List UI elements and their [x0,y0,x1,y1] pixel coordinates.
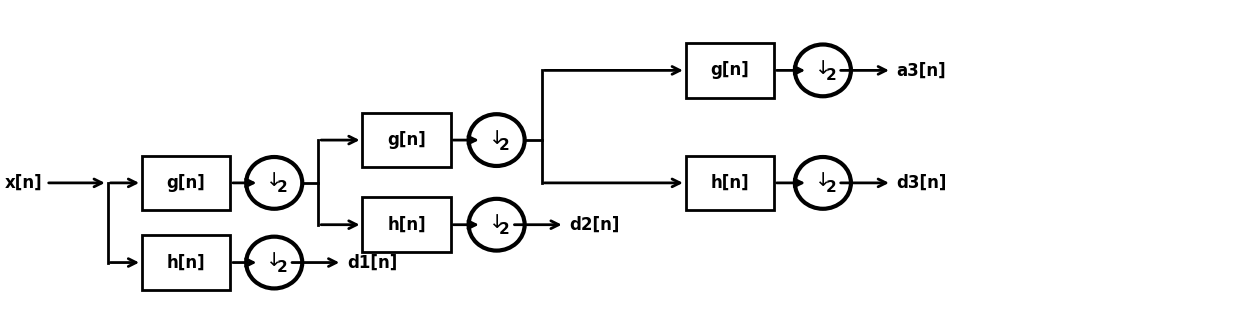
Text: 2: 2 [498,138,510,152]
Text: h[n]: h[n] [711,174,749,192]
Ellipse shape [469,199,525,251]
Text: 2: 2 [277,180,288,195]
Ellipse shape [247,157,303,209]
Text: 2: 2 [498,222,510,237]
Text: $\downarrow$: $\downarrow$ [262,171,280,191]
Text: $\downarrow$: $\downarrow$ [262,251,280,270]
Text: a3[n]: a3[n] [897,61,946,79]
Text: x[n]: x[n] [5,174,42,192]
Bar [686,156,774,210]
Ellipse shape [795,44,851,96]
Bar [141,235,231,290]
Text: h[n]: h[n] [166,254,206,272]
Bar [362,197,450,252]
Text: g[n]: g[n] [711,61,749,79]
Text: $\downarrow$: $\downarrow$ [485,213,502,232]
Ellipse shape [469,114,525,166]
Text: g[n]: g[n] [387,131,425,149]
Text: 2: 2 [826,180,836,195]
Text: h[n]: h[n] [387,216,425,234]
Bar [362,113,450,167]
Ellipse shape [795,157,851,209]
Bar [141,156,231,210]
Text: d1[n]: d1[n] [347,254,397,272]
Text: 2: 2 [826,68,836,83]
Ellipse shape [247,237,303,288]
Text: d3[n]: d3[n] [897,174,947,192]
Bar [686,43,774,98]
Text: $\downarrow$: $\downarrow$ [811,171,830,191]
Text: $\downarrow$: $\downarrow$ [811,59,830,78]
Text: 2: 2 [277,260,288,275]
Text: $\downarrow$: $\downarrow$ [485,129,502,148]
Text: g[n]: g[n] [166,174,206,192]
Text: d2[n]: d2[n] [569,216,620,234]
